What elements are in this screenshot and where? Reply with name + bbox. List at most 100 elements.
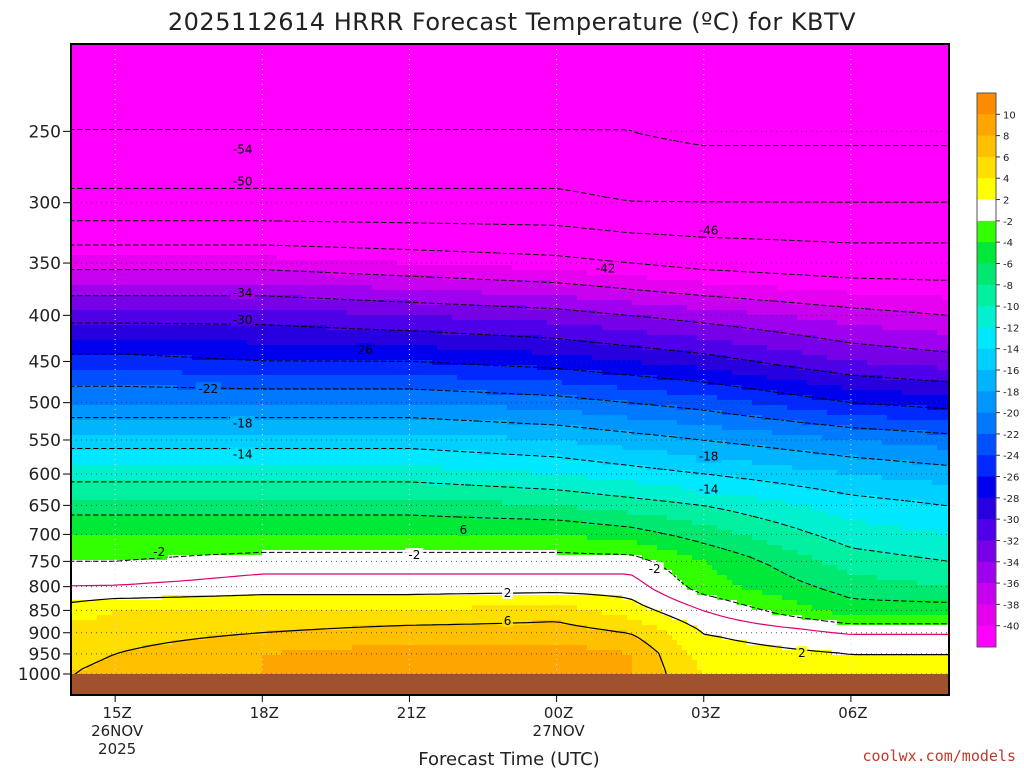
temp-cell <box>782 45 788 51</box>
temp-cell <box>377 140 383 146</box>
temp-cell <box>292 80 298 86</box>
temp-cell <box>627 60 633 66</box>
temp-cell <box>322 60 328 66</box>
temp-cell <box>507 55 513 61</box>
temp-cell <box>767 155 773 161</box>
temp-cell <box>207 145 213 151</box>
temp-cell <box>682 55 688 61</box>
temp-cell <box>302 85 308 91</box>
temp-cell <box>432 110 438 116</box>
temp-cell <box>837 175 843 181</box>
temp-cell <box>912 175 918 181</box>
temp-cell <box>317 90 323 96</box>
temp-cell <box>242 130 248 136</box>
temp-cell <box>82 90 88 96</box>
temp-cell <box>787 140 793 146</box>
temp-cell <box>547 125 553 131</box>
temp-cell <box>537 145 543 151</box>
temp-cell <box>82 135 88 141</box>
temp-cell <box>547 140 553 146</box>
temp-cell <box>262 55 268 61</box>
temp-cell <box>557 155 563 161</box>
temp-cell <box>147 60 153 66</box>
temp-cell <box>107 45 113 51</box>
temp-cell <box>237 60 243 66</box>
temp-cell <box>432 75 438 81</box>
temp-cell <box>872 165 878 171</box>
temp-cell <box>452 100 458 106</box>
temp-cell <box>782 75 788 81</box>
temp-cell <box>572 120 578 126</box>
temp-cell <box>162 175 168 181</box>
temp-cell <box>317 45 323 51</box>
temp-cell <box>522 95 528 101</box>
temp-cell <box>772 65 778 71</box>
temp-cell <box>732 130 738 136</box>
temp-cell <box>747 110 753 116</box>
temp-cell <box>937 80 943 86</box>
temp-cell <box>77 160 83 166</box>
temp-cell <box>827 55 833 61</box>
temp-cell <box>112 120 118 126</box>
temp-cell <box>617 155 623 161</box>
temp-cell <box>277 120 283 126</box>
temp-cell <box>247 90 253 96</box>
temp-cell <box>537 115 543 121</box>
temp-cell <box>177 95 183 101</box>
temp-cell <box>262 175 268 181</box>
temp-cell <box>507 170 513 176</box>
temp-cell <box>422 50 428 56</box>
temp-cell <box>632 140 638 146</box>
temp-cell <box>192 145 198 151</box>
temp-cell <box>242 125 248 131</box>
temp-cell <box>942 115 948 121</box>
temp-cell <box>82 115 88 121</box>
temp-cell <box>492 170 498 176</box>
temp-cell <box>127 75 133 81</box>
temp-cell <box>107 175 113 181</box>
temp-cell <box>387 125 393 131</box>
temp-cell <box>127 90 133 96</box>
temp-cell <box>897 120 903 126</box>
temp-cell <box>787 65 793 71</box>
temp-cell <box>912 55 918 61</box>
temp-cell <box>512 50 518 56</box>
temp-cell <box>122 55 128 61</box>
temp-cell <box>277 95 283 101</box>
temp-cell <box>447 125 453 131</box>
temp-cell <box>167 160 173 166</box>
temp-cell <box>172 155 178 161</box>
temp-cell <box>432 150 438 156</box>
temp-cell <box>727 55 733 61</box>
temp-cell <box>747 50 753 56</box>
temp-cell <box>602 130 608 136</box>
temp-cell <box>797 90 803 96</box>
temp-cell <box>77 145 83 151</box>
temp-cell <box>447 165 453 171</box>
temp-cell <box>647 125 653 131</box>
temp-cell <box>612 140 618 146</box>
temp-cell <box>637 50 643 56</box>
temp-cell <box>142 125 148 131</box>
temp-cell <box>227 95 233 101</box>
temp-cell <box>937 105 943 111</box>
temp-cell <box>242 185 248 191</box>
temp-cell <box>742 155 748 161</box>
temp-cell <box>747 155 753 161</box>
temp-cell <box>717 65 723 71</box>
temp-cell <box>297 145 303 151</box>
temp-cell <box>937 90 943 96</box>
temp-cell <box>177 170 183 176</box>
temp-cell <box>222 100 228 106</box>
temp-cell <box>452 170 458 176</box>
temp-cell <box>827 150 833 156</box>
temp-cell <box>322 50 328 56</box>
temp-cell <box>582 170 588 176</box>
temp-cell <box>712 115 718 121</box>
temp-cell <box>182 180 188 186</box>
temp-cell <box>147 90 153 96</box>
temp-cell <box>937 120 943 126</box>
temp-cell <box>802 90 808 96</box>
temp-cell <box>137 115 143 121</box>
temp-cell <box>667 120 673 126</box>
